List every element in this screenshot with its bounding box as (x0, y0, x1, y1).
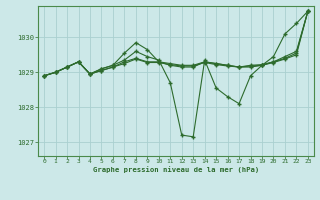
X-axis label: Graphe pression niveau de la mer (hPa): Graphe pression niveau de la mer (hPa) (93, 166, 259, 173)
